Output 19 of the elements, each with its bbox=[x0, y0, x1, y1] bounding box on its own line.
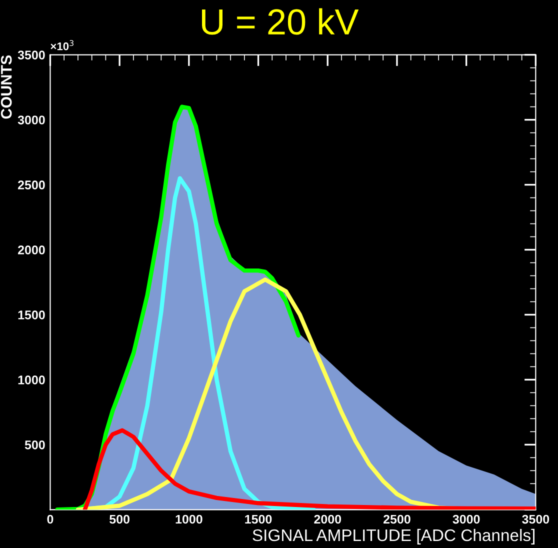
x-tick-label: 3500 bbox=[522, 514, 550, 524]
chart-title: U = 20 kV bbox=[202, 8, 359, 35]
y-tick-label: 3500 bbox=[18, 50, 45, 60]
x-tick-label: 1000 bbox=[176, 514, 202, 524]
x-tick-label: 500 bbox=[110, 514, 130, 524]
y-tick-label: 1500 bbox=[18, 310, 45, 320]
y-axis-title: COUNTS bbox=[0, 55, 12, 119]
x-tick-label: 1500 bbox=[245, 514, 272, 524]
x-axis-title: SIGNAL AMPLITUDE [ADC Channels] bbox=[252, 528, 534, 544]
x-tick-label: 3000 bbox=[452, 514, 480, 524]
x-tick-label: 0 bbox=[47, 514, 54, 524]
x-tick-label: 2500 bbox=[384, 514, 410, 524]
y-tick-label: 1000 bbox=[18, 375, 45, 384]
text: ×10$^{3}$ bbox=[50, 40, 74, 50]
y-tick-label: 500 bbox=[24, 440, 45, 450]
y-tick-label: 2000 bbox=[18, 246, 45, 254]
x-tick-label: 2000 bbox=[314, 514, 342, 524]
y-tick-label: 3000 bbox=[18, 116, 45, 124]
y-tick-label: 2500 bbox=[18, 180, 45, 190]
